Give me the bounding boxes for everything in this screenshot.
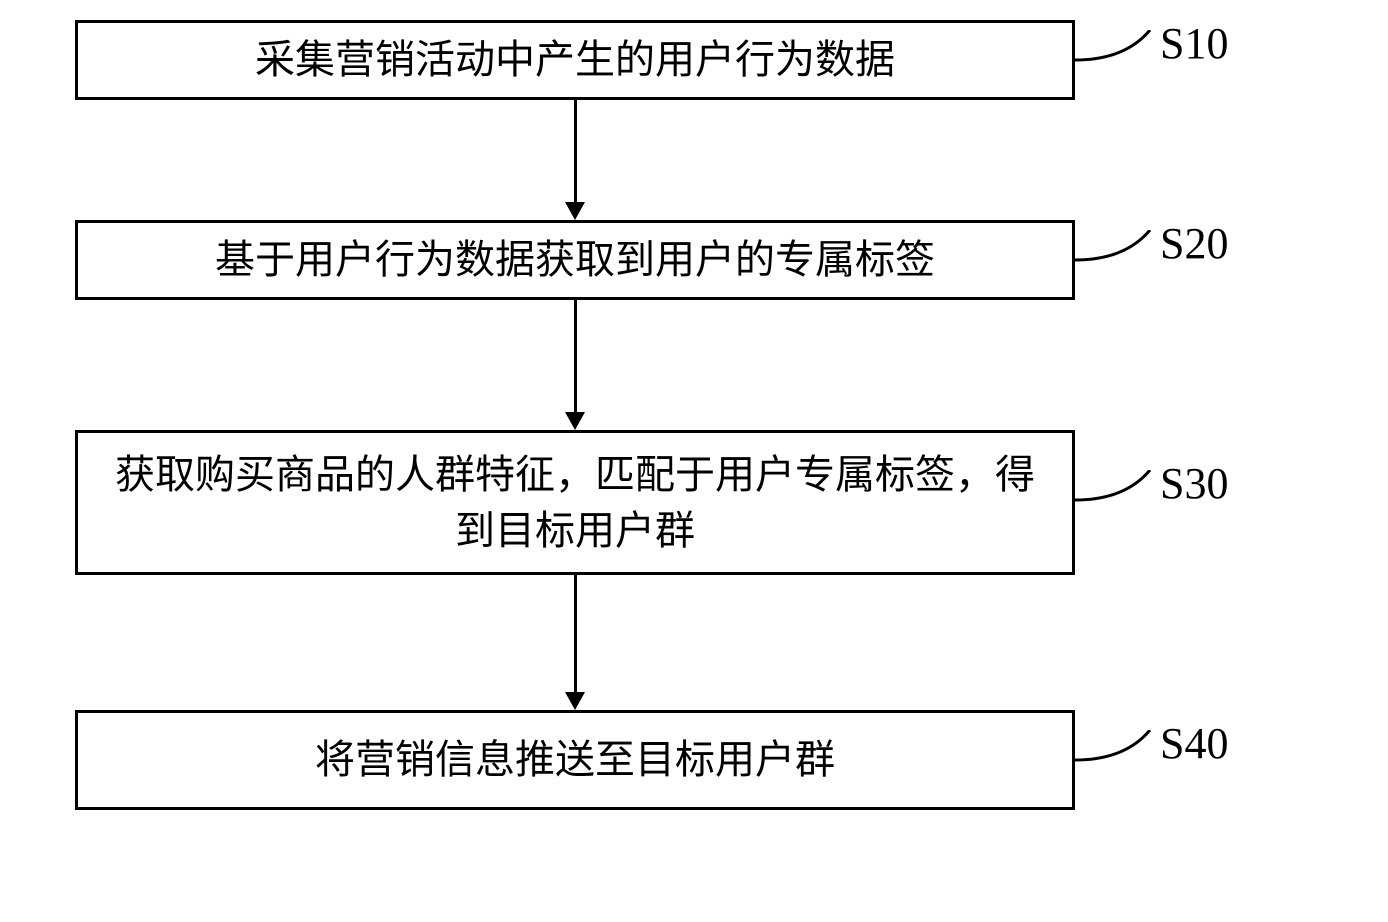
arrow-head-s10-s20 (565, 202, 585, 220)
connector-s30 (1075, 470, 1160, 515)
flow-step-s10-text: 采集营销活动中产生的用户行为数据 (255, 32, 895, 88)
flow-step-s30: 获取购买商品的人群特征，匹配于用户专属标签，得到目标用户群 (75, 430, 1075, 575)
step-label-s20: S20 (1160, 218, 1228, 269)
flow-step-s20-text: 基于用户行为数据获取到用户的专属标签 (215, 232, 935, 288)
step-label-s10: S10 (1160, 18, 1228, 69)
connector-s40 (1075, 730, 1160, 775)
arrow-head-s30-s40 (565, 692, 585, 710)
step-label-s30: S30 (1160, 458, 1228, 509)
step-label-s40: S40 (1160, 718, 1228, 769)
arrow-head-s20-s30 (565, 412, 585, 430)
flow-step-s30-text: 获取购买商品的人群特征，匹配于用户专属标签，得到目标用户群 (98, 447, 1052, 559)
connector-s20 (1075, 230, 1160, 275)
arrow-s10-s20 (574, 100, 577, 202)
connector-s10 (1075, 30, 1160, 75)
flow-step-s20: 基于用户行为数据获取到用户的专属标签 (75, 220, 1075, 300)
flow-step-s40: 将营销信息推送至目标用户群 (75, 710, 1075, 810)
flowchart-container: 采集营销活动中产生的用户行为数据 S10 基于用户行为数据获取到用户的专属标签 … (0, 0, 1388, 922)
arrow-s30-s40 (574, 575, 577, 692)
flow-step-s10: 采集营销活动中产生的用户行为数据 (75, 20, 1075, 100)
flow-step-s40-text: 将营销信息推送至目标用户群 (315, 732, 835, 788)
arrow-s20-s30 (574, 300, 577, 412)
